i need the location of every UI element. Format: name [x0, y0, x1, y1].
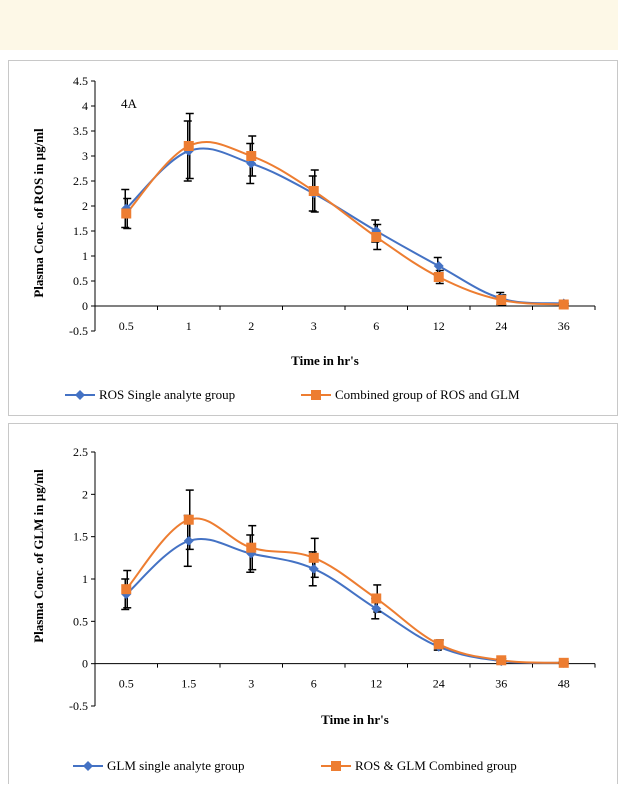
chart-glm-plasma-concentration: -0.500.511.522.50.5 1.5 3 6 12 24 36 48 Time in… [31, 445, 596, 773]
x-tick-label: 24 [495, 319, 507, 333]
chart-ros-plasma-concentration: -0.500.511.522.533.544.50.5 1 2 3 6 12 24 36 4A… [31, 74, 596, 402]
x-tick-label: 6 [373, 319, 379, 333]
data-point-square [183, 141, 194, 151]
data-point-diamond [183, 535, 194, 546]
y-tick-label: 2 [82, 199, 88, 213]
legend: ROS Single analyte group Combined group … [65, 387, 520, 402]
x-tick-label: 1.5 [181, 677, 196, 691]
y-tick-label: 3 [82, 149, 88, 163]
x-tick-label: 0.5 [119, 319, 134, 333]
x-tick-label: 3 [248, 677, 254, 691]
y-tick-label: 1 [82, 249, 88, 263]
x-tick-label: 0.5 [119, 677, 134, 691]
y-tick-label: 0.5 [73, 274, 88, 288]
x-tick-label: 36 [495, 677, 507, 691]
legend-label-series-2: ROS & GLM Combined group [355, 758, 517, 773]
data-point-square [308, 186, 319, 196]
chart-panel-ros: -0.5 0 0.5 1 1.5 2 2.5 3 3.5 4 4.5 0.5 1 2 3 6 12 24 36 4A… [8, 60, 618, 416]
data-point-square [433, 272, 444, 282]
x-tick-label: 3 [311, 319, 317, 333]
x-axis-title: Time in hr's [291, 353, 359, 368]
y-tick-label: 0 [82, 657, 88, 671]
x-axis-title: Time in hr's [321, 712, 389, 727]
legend-marker-square [311, 390, 321, 400]
data-point-square [121, 208, 132, 219]
series-line-2 [125, 141, 564, 306]
legend-label-series-2: Combined group of ROS and GLM [335, 387, 520, 402]
legend-label-series-1: GLM single analyte group [107, 758, 245, 773]
legend-marker-square [331, 761, 341, 771]
series-line-1 [125, 537, 564, 664]
y-tick-label: 3.5 [73, 124, 88, 138]
y-tick-label: -0.5 [69, 699, 88, 713]
data-point-square [558, 299, 569, 310]
x-tick-label: 1 [186, 319, 192, 333]
x-tick-label: 2 [248, 319, 254, 333]
x-tick-label: 48 [558, 677, 570, 691]
top-banner [0, 0, 618, 50]
y-tick-label: 4.5 [73, 74, 88, 88]
x-tick-label: 36 [558, 319, 570, 333]
data-point-diamond [246, 548, 257, 559]
x-tick-label: 12 [370, 677, 382, 691]
data-point-diamond [308, 563, 319, 574]
series-line-1 [125, 147, 564, 305]
y-tick-label: 2 [82, 487, 88, 501]
x-tick-label: 6 [311, 677, 317, 691]
data-point-square [433, 639, 444, 650]
y-tick-label: 0 [82, 299, 88, 313]
legend-marker-diamond [83, 761, 93, 771]
y-tick-label: 1.5 [73, 224, 88, 238]
data-point-square [121, 584, 132, 595]
data-point-square [371, 593, 382, 604]
y-tick-label: 2.5 [73, 174, 88, 188]
y-tick-label: 0.5 [73, 614, 88, 628]
chart-panel-glm: -0.5 0 0.5 1 1.5 2 2.5 0.5 1.5 3 6 12 24 36 48 Time in… [8, 423, 618, 784]
data-point-diamond [371, 603, 382, 614]
data-point-diamond [433, 261, 444, 271]
panel-label: 4A [121, 96, 138, 111]
data-point-square [371, 232, 382, 242]
y-tick-label: 4 [82, 99, 88, 113]
data-point-square [496, 295, 507, 305]
x-tick-label: 12 [433, 319, 445, 333]
y-axis-title: Plasma Conc. of GLM in µg/ml [31, 469, 46, 643]
data-point-square [183, 514, 194, 525]
data-point-square [246, 542, 257, 553]
y-tick-label: 1.5 [73, 530, 88, 544]
data-point-square [558, 657, 569, 668]
data-point-diamond [121, 589, 132, 600]
x-tick-label: 24 [433, 677, 445, 691]
y-tick-label: 1 [82, 572, 88, 586]
data-point-square [246, 151, 257, 161]
y-axis-title: Plasma Conc. of ROS in µg/ml [31, 128, 46, 298]
data-point-square [496, 655, 507, 666]
legend: GLM single analyte group ROS & GLM Combi… [73, 758, 517, 773]
y-tick-label: 2.5 [73, 445, 88, 459]
legend-label-series-1: ROS Single analyte group [99, 387, 235, 402]
legend-marker-diamond [75, 390, 85, 400]
data-point-square [308, 552, 319, 563]
y-tick-label: -0.5 [69, 324, 88, 338]
